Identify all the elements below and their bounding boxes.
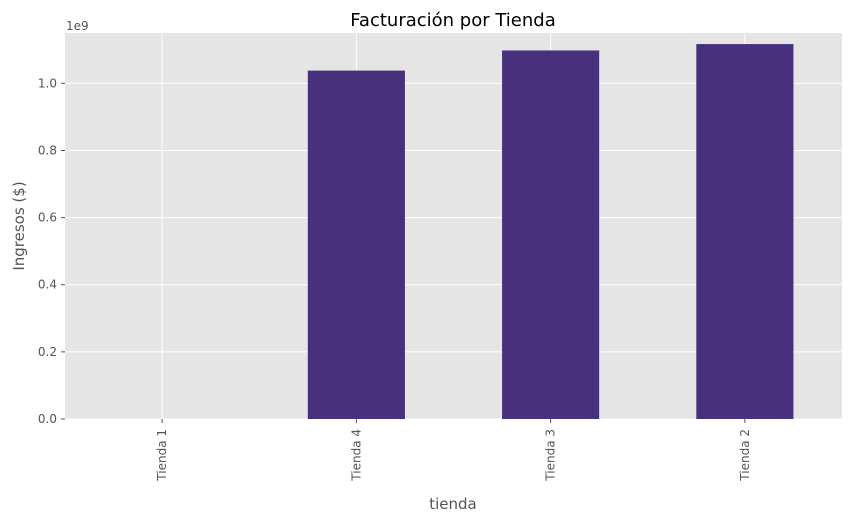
bar <box>502 50 600 419</box>
x-axis-label: tienda <box>429 495 477 513</box>
y-tick-label: 0.0 <box>38 412 57 426</box>
bar <box>696 44 794 419</box>
bars <box>307 44 794 419</box>
y-tick-label: 1.0 <box>38 76 57 90</box>
y-tick-label: 0.8 <box>38 143 57 157</box>
bar <box>307 70 405 419</box>
y-tick-label: 0.6 <box>38 211 57 225</box>
x-tick-label: Tienda 2 <box>738 429 752 482</box>
y-axis-ticks: 0.0 0.2 0.4 0.6 0.8 1.0 <box>38 76 65 426</box>
y-tick-label: 0.4 <box>38 278 57 292</box>
y-axis-offset-label: 1e9 <box>66 19 89 33</box>
x-tick-label: Tienda 4 <box>349 429 363 482</box>
x-axis-ticks: Tienda 1 Tienda 4 Tienda 3 Tienda 2 <box>155 419 752 482</box>
chart-title: Facturación por Tienda <box>350 10 556 31</box>
x-tick-label: Tienda 1 <box>155 429 169 482</box>
y-tick-label: 0.2 <box>38 345 57 359</box>
x-tick-label: Tienda 3 <box>544 429 558 482</box>
y-axis-label: Ingresos ($) <box>10 181 28 270</box>
